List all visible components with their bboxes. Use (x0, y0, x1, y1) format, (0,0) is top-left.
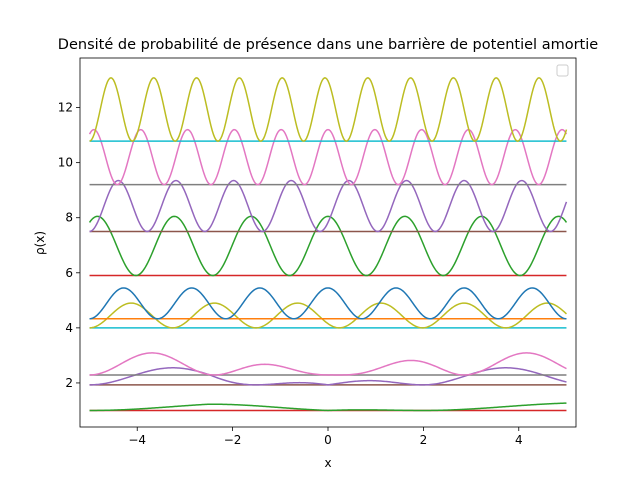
y-tick-label-0: 2 (65, 376, 73, 390)
x-tick-label-1: −2 (224, 433, 242, 447)
density-curve-5 (88, 215, 568, 277)
density-curve-1 (89, 367, 567, 386)
density-curve-4 (89, 287, 567, 320)
y-tick-label-1: 4 (65, 321, 73, 335)
density-curve-7 (88, 128, 568, 186)
x-tick-label-4: 4 (515, 433, 523, 447)
x-tick-label-2: 0 (324, 433, 332, 447)
legend-box (556, 64, 569, 77)
density-curve-8 (89, 77, 568, 142)
x-axis-label: x (324, 456, 331, 470)
y-tick-label-2: 6 (65, 266, 73, 280)
y-tick-label-3: 8 (65, 211, 73, 225)
y-tick-label-4: 10 (58, 156, 73, 170)
x-tick-label-0: −4 (128, 433, 146, 447)
density-curve-3 (89, 302, 567, 329)
density-curve-6 (89, 179, 568, 233)
axis-ticks: −4 −2 0 2 4 2 4 6 8 10 12 (58, 101, 523, 447)
y-tick-label-5: 12 (58, 101, 73, 115)
density-curve-0 (89, 402, 567, 412)
y-axis-label: ρ(x) (33, 231, 47, 255)
chart-title: Densité de probabilité de présence dans … (58, 37, 598, 53)
axes-frame (79, 57, 577, 428)
plot-curves (88, 77, 568, 412)
x-tick-label-3: 2 (420, 433, 428, 447)
density-curve-2 (89, 352, 567, 376)
